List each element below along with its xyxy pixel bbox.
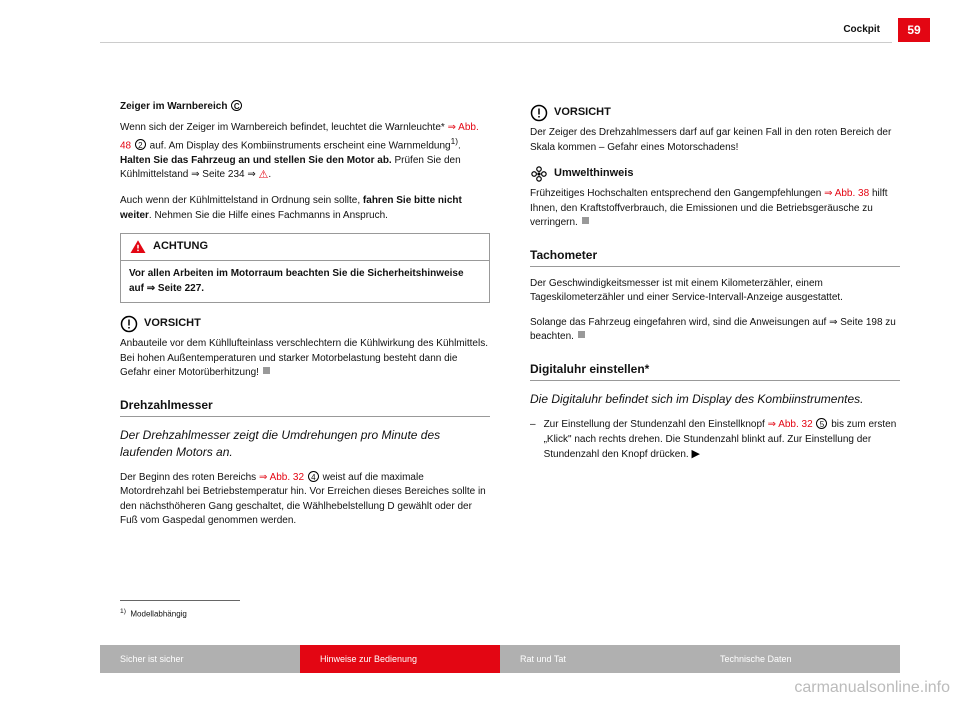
vorsicht-body: Der Zeiger des Drehzahlmessers darf auf … [530,126,900,155]
right-column: VORSICHT Der Zeiger des Drehzahlmessers … [530,100,900,591]
digitaluhr-list-item: – Zur Einstellung der Stundenzahl den Ei… [530,418,900,463]
marker-2: 2 [135,139,146,150]
tab-rat[interactable]: Rat und Tat [500,645,700,673]
caution-circle-icon [530,104,548,122]
text: auf. Am Display des Kombiinstruments ers… [147,140,451,151]
section-end-marker [582,217,589,224]
achtung-title: ACHTUNG [153,239,208,255]
section-end-marker [263,367,270,374]
footnote-marker: 1) [120,608,126,615]
heading-text: Zeiger im Warnbereich [120,101,230,112]
pointer-warning-heading: Zeiger im Warnbereich C [120,100,490,115]
tab-hinweise[interactable]: Hinweise zur Bedienung [300,645,500,673]
marker-5: 5 [816,418,827,429]
warning-paragraph-2: Auch wenn der Kühlmittelstand in Ordnung… [120,194,490,223]
continuation-arrow-icon: ▶ [691,447,699,463]
vorsicht-body: Anbauteile vor dem Kühllufteinlass versc… [120,337,490,381]
text: Auch wenn der Kühlmittelstand in Ordnung… [120,195,363,206]
text: . [458,140,461,151]
footnote: 1) Modellabhängig [120,608,187,619]
marker-c: C [231,100,242,111]
tab-technische[interactable]: Technische Daten [700,645,900,673]
warning-triangle-icon [129,238,147,256]
ref-abb-32: ⇒ Abb. 32 [768,419,813,430]
vorsicht-header: VORSICHT [530,104,900,122]
text: . Nehmen Sie die Hilfe eines Fachmanns i… [149,210,388,221]
text: Anbauteile vor dem Kühllufteinlass versc… [120,338,488,378]
warning-paragraph-1: Wenn sich der Zeiger im Warnbereich befi… [120,121,490,185]
bold-instruction: Halten Sie das Fahrzeug an und stellen S… [120,155,392,166]
content-columns: Zeiger im Warnbereich C Wenn sich der Ze… [120,100,900,591]
umwelt-body: Frühzeitiges Hochschalten entsprechend d… [530,187,900,231]
tab-sicher[interactable]: Sicher ist sicher [100,645,300,673]
section-digitaluhr-intro: Die Digitaluhr befindet sich im Display … [530,391,900,408]
text: Solange das Fahrzeug eingefahren wird, s… [530,317,896,343]
text: Wenn sich der Zeiger im Warnbereich befi… [120,122,448,133]
vorsicht-title: VORSICHT [554,105,611,121]
drehzahlmesser-paragraph: Der Beginn des roten Bereichs ⇒ Abb. 32 … [120,471,490,529]
left-column: Zeiger im Warnbereich C Wenn sich der Ze… [120,100,490,591]
page-header: Cockpit 59 [0,18,960,48]
marker-4: 4 [308,471,319,482]
section-drehzahlmesser-title: Drehzahlmesser [120,397,490,414]
section-rule [120,416,490,417]
section-tachometer-title: Tachometer [530,247,900,264]
footnote-text: Modellabhängig [130,610,187,619]
achtung-callout: ACHTUNG Vor allen Arbeiten im Motorraum … [120,233,490,303]
footnote-separator [120,600,240,601]
header-section-label: Cockpit [843,24,880,35]
ref-abb-32: ⇒ Abb. 32 [259,472,304,483]
footer-tabs: Sicher ist sicher Hinweise zur Bedienung… [100,645,900,673]
vorsicht-header: VORSICHT [120,315,490,333]
text: Zur Einstellung der Stundenzahl den Eins… [544,419,768,430]
section-drehzahlmesser-intro: Der Drehzahlmesser zeigt die Umdrehungen… [120,427,490,461]
vorsicht-title: VORSICHT [144,316,201,332]
page-number: 59 [898,18,930,42]
list-body: Zur Einstellung der Stundenzahl den Eins… [544,418,900,463]
text: Der Beginn des roten Bereichs [120,472,259,483]
section-digitaluhr-title: Digitaluhr einstellen* [530,361,900,378]
flower-icon [530,165,548,183]
caution-circle-icon [120,315,138,333]
umwelt-title: Umwelthinweis [554,166,633,182]
tachometer-paragraph-2: Solange das Fahrzeug eingefahren wird, s… [530,316,900,345]
achtung-header: ACHTUNG [121,234,489,261]
warning-triangle-icon: ⚠ [259,168,269,184]
tachometer-paragraph-1: Der Geschwindigkeitsmesser ist mit einem… [530,277,900,306]
achtung-body: Vor allen Arbeiten im Motorraum beachten… [121,261,489,302]
text: Frühzeitiges Hochschalten entsprechend d… [530,188,824,199]
section-end-marker [578,331,585,338]
umwelt-header: Umwelthinweis [530,165,900,183]
header-rule [100,42,892,43]
ref-abb-38: ⇒ Abb. 38 [824,188,869,199]
page: Cockpit 59 Zeiger im Warnbereich C Wenn … [0,0,960,701]
footnote-ref: 1) [451,136,458,146]
section-rule [530,380,900,381]
section-rule [530,266,900,267]
watermark: carmanualsonline.info [794,679,950,697]
list-dash: – [530,418,536,463]
